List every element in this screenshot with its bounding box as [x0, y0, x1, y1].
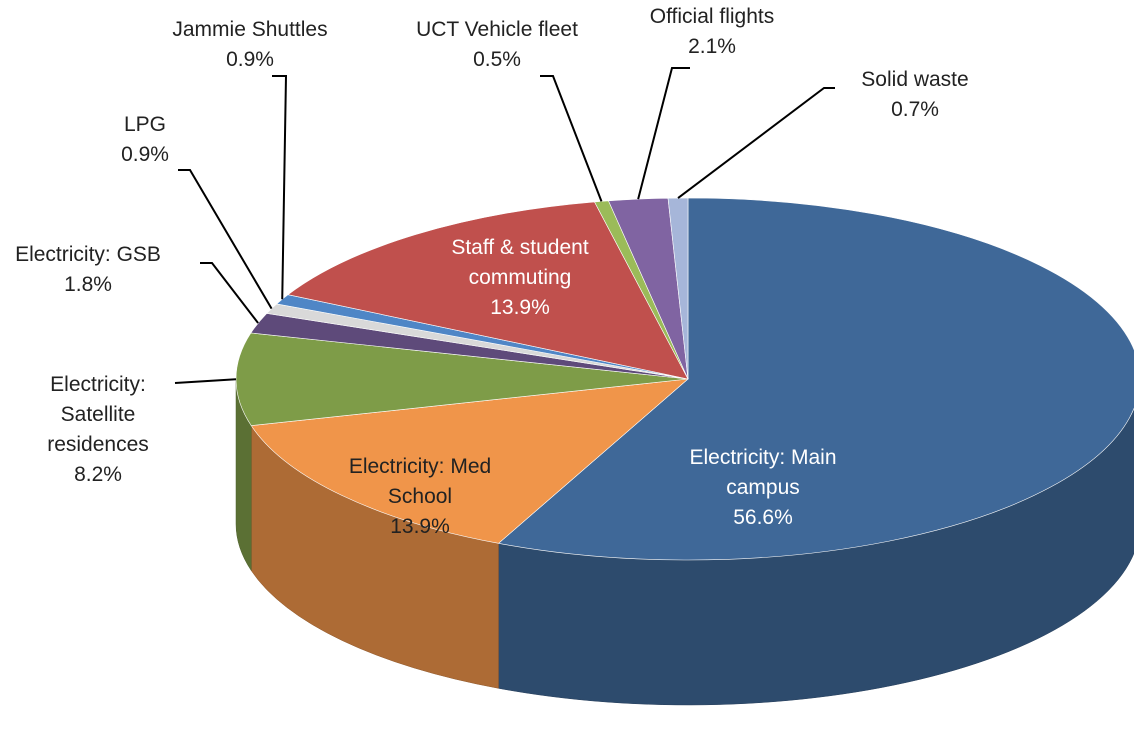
- slice-label: UCT Vehicle fleet 0.5%: [387, 15, 607, 75]
- slice-label: Solid waste 0.7%: [835, 65, 995, 125]
- value-label: 0.9%: [121, 143, 169, 166]
- category-label: LPG: [123, 113, 167, 136]
- category-label: Electricity: GSB: [15, 243, 161, 266]
- category-label: Staff & student commuting: [451, 236, 589, 289]
- category-label: Solid waste: [861, 68, 969, 91]
- slice: [497, 197, 1134, 561]
- slice: [235, 332, 689, 426]
- category-label: Electricity: Satellite residences: [47, 373, 149, 456]
- leader-line: [174, 378, 237, 384]
- category-label: Jammie Shuttles: [172, 18, 328, 41]
- slice-label: LPG 0.9%: [105, 110, 185, 170]
- slice-label: Electricity: Med School 13.9%: [333, 452, 508, 542]
- category-label: Official flights: [649, 5, 775, 28]
- leader-line: [272, 75, 288, 300]
- value-label: 0.7%: [891, 98, 939, 121]
- slice: [250, 378, 689, 544]
- slice-label: Staff & student commuting 13.9%: [430, 233, 610, 323]
- value-label: 13.9%: [390, 515, 450, 538]
- category-label: UCT Vehicle fleet: [416, 18, 578, 41]
- leader-line: [677, 87, 835, 199]
- slice-label: Official flights 2.1%: [612, 2, 812, 62]
- leader-line: [637, 67, 690, 200]
- value-label: 1.8%: [64, 273, 112, 296]
- value-label: 13.9%: [490, 296, 550, 319]
- value-label: 0.9%: [226, 48, 274, 71]
- slice-label: Jammie Shuttles 0.9%: [150, 15, 350, 75]
- leader-line: [200, 262, 259, 324]
- value-label: 8.2%: [74, 463, 122, 486]
- value-label: 0.5%: [473, 48, 521, 71]
- leader-line: [540, 75, 603, 202]
- category-label: Electricity: Med School: [348, 455, 492, 508]
- leader-line: [178, 169, 273, 310]
- category-label: Electricity: Main campus: [689, 446, 837, 499]
- slice-label: Electricity: Main campus 56.6%: [658, 443, 868, 533]
- slice-label: Electricity: Satellite residences 8.2%: [28, 370, 168, 490]
- slice-label: Electricity: GSB 1.8%: [0, 240, 188, 300]
- slice: [287, 201, 689, 380]
- value-label: 2.1%: [688, 35, 736, 58]
- value-label: 56.6%: [733, 506, 793, 529]
